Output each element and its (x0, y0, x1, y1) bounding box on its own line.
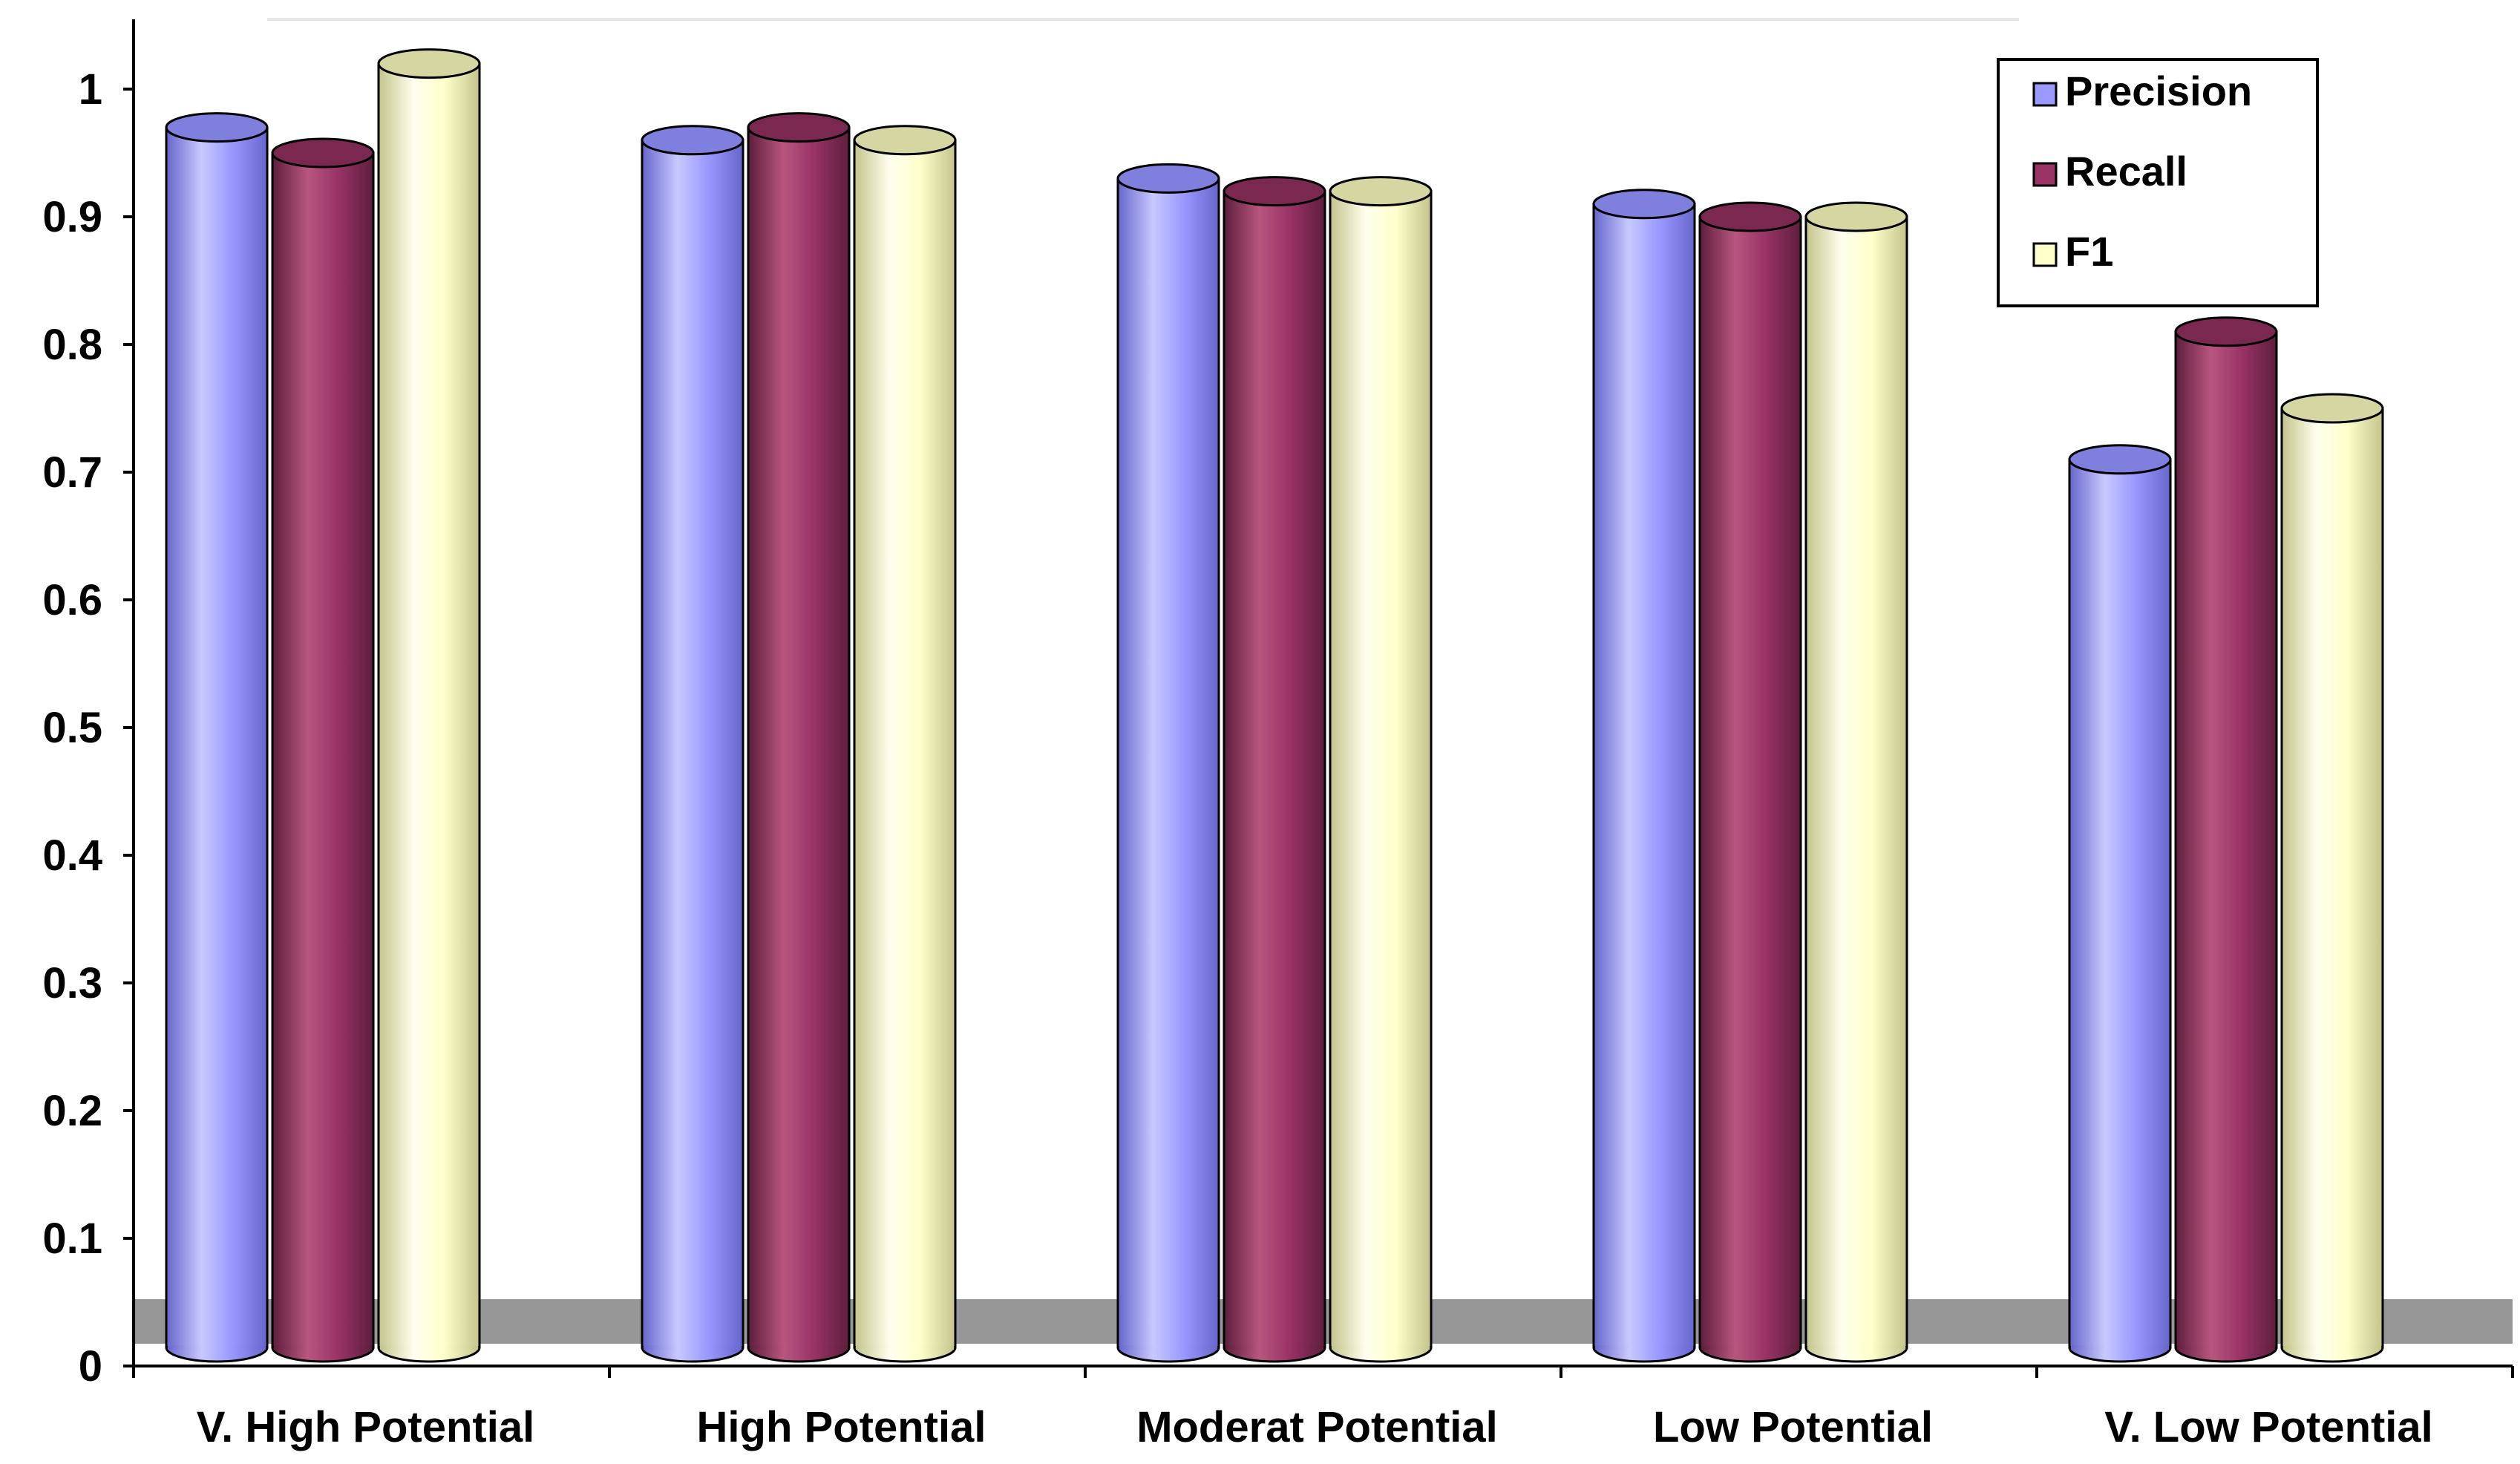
y-tick-label: 0.6 (42, 576, 102, 624)
bar-f1-low-potential (1804, 201, 1908, 1363)
x-tick-label-high-potential: High Potential (697, 1403, 986, 1451)
x-axis-ticks: V. High Potential High Potential Moderat P… (132, 1366, 2514, 1451)
legend-swatch-f1 (2032, 242, 2058, 267)
bar-f1-high-potential (853, 125, 957, 1363)
x-tick-label-moderat-potential: Moderat Potential (1136, 1403, 1498, 1451)
bar-precision-v-low-potential (2068, 444, 2172, 1363)
bars (165, 48, 2384, 1363)
legend-label-f1: F1 (2065, 228, 2113, 275)
y-tick-label: 0.9 (42, 193, 102, 241)
legend-item-recall: Recall (2032, 148, 2187, 195)
y-tick-label: 0.5 (42, 704, 102, 752)
legend-swatch-precision (2032, 82, 2058, 107)
legend-label-precision: Precision (2065, 68, 2252, 114)
y-tick-label: 1 (79, 65, 102, 114)
bar-precision-low-potential (1592, 189, 1696, 1363)
y-tick-label: 0.7 (42, 448, 102, 497)
bar-precision-v-high-potential (165, 112, 269, 1363)
bar-f1-moderat-potential (1329, 176, 1433, 1363)
bar-f1-v-low-potential (2280, 393, 2384, 1363)
legend: Precision Recall F1 (1997, 58, 2319, 307)
y-tick-label: 0.8 (42, 321, 102, 369)
y-tick-label: 0.1 (42, 1215, 102, 1263)
bar-precision-high-potential (641, 125, 744, 1363)
x-tick-label-low-potential: Low Potential (1653, 1403, 1933, 1451)
y-tick-label: 0 (79, 1342, 102, 1391)
legend-swatch-recall (2032, 162, 2058, 187)
legend-item-precision: Precision (2032, 68, 2252, 114)
legend-label-recall: Recall (2065, 148, 2187, 195)
y-tick-label: 0.3 (42, 959, 102, 1007)
y-tick-label: 0.4 (42, 831, 102, 880)
bar-recall-v-high-potential (271, 137, 375, 1363)
bar-recall-low-potential (1698, 201, 1802, 1363)
y-axis-ticks: 0 0.1 0.2 0.3 0.4 0.5 0.6 0.7 0.8 0.9 1 (42, 65, 134, 1391)
bar-recall-moderat-potential (1223, 176, 1326, 1363)
bar-f1-v-high-potential (377, 48, 481, 1363)
bar-precision-moderat-potential (1116, 163, 1220, 1363)
bar-recall-v-low-potential (2174, 316, 2278, 1363)
legend-item-f1: F1 (2032, 228, 2113, 275)
bar-recall-high-potential (747, 112, 851, 1363)
y-tick-label: 0.2 (42, 1087, 102, 1135)
x-tick-label-v-low-potential: V. Low Potential (2104, 1403, 2433, 1451)
x-tick-label-v-high-potential: V. High Potential (197, 1403, 534, 1451)
